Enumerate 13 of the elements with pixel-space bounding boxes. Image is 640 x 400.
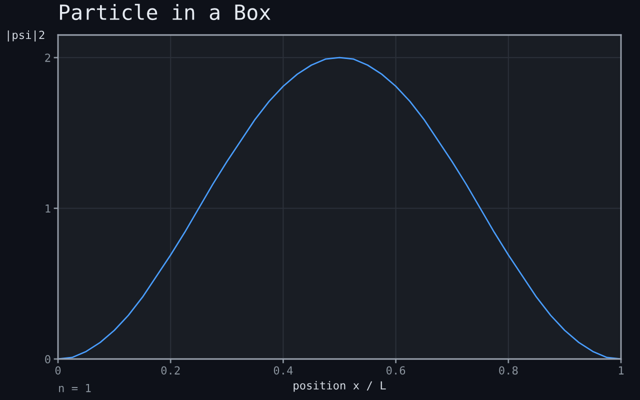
y-tick-label: 0	[45, 355, 50, 364]
x-axis-title: position x / L	[294, 380, 386, 392]
x-tick-label: 0	[55, 366, 61, 375]
text: n = 1	[59, 384, 91, 392]
x-tick-label: 1	[618, 366, 624, 374]
x-tick-label: 0.8	[499, 366, 518, 375]
chart-title: Particle in a Box	[60, 4, 270, 20]
x-tick-label: 0.6	[386, 366, 406, 375]
y-axis-title: |psi|2	[8, 30, 44, 42]
x-tick-label: 0.2	[161, 366, 180, 375]
x-tick-label: 0.4	[274, 366, 293, 375]
y-tick-label: 1	[46, 204, 50, 213]
y-tick-label: 2	[45, 54, 50, 62]
